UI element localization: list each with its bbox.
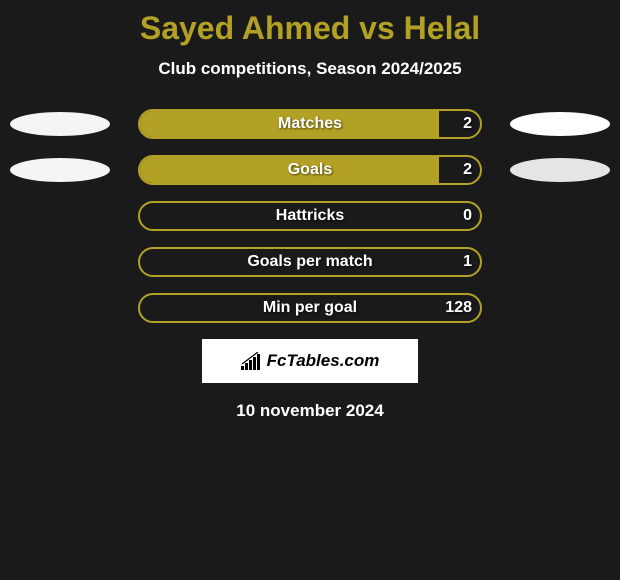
stat-row: Matches 2 (0, 109, 620, 139)
brand-box: FcTables.com (202, 339, 418, 383)
stat-label: Min per goal (263, 299, 357, 317)
stat-label: Goals (288, 161, 332, 179)
title-player1: Sayed Ahmed (140, 10, 350, 46)
stat-value: 1 (463, 253, 472, 271)
side-ellipse-left (10, 112, 110, 136)
title-vs: vs (359, 10, 395, 46)
stat-row: Min per goal 128 (0, 293, 620, 323)
stat-value: 2 (463, 161, 472, 179)
stats-container: Matches 2 Goals 2 Hattricks 0 Goals per match 1… (0, 109, 620, 323)
stat-row: Hattricks 0 (0, 201, 620, 231)
brand-text: FcTables.com (267, 351, 380, 371)
stat-value: 0 (463, 207, 472, 225)
stat-value: 128 (445, 299, 472, 317)
stat-label: Matches (278, 115, 342, 133)
stat-row: Goals per match 1 (0, 247, 620, 277)
subtitle: Club competitions, Season 2024/2025 (0, 59, 620, 79)
title-player2: Helal (404, 10, 480, 46)
chart-bars-icon (241, 352, 263, 370)
date-text: 10 november 2024 (0, 401, 620, 421)
page-title: Sayed Ahmed vs Helal (0, 0, 620, 47)
side-ellipse-right (510, 112, 610, 136)
side-ellipse-left (10, 158, 110, 182)
stat-row: Goals 2 (0, 155, 620, 185)
side-ellipse-right (510, 158, 610, 182)
stat-label: Goals per match (247, 253, 372, 271)
stat-label: Hattricks (276, 207, 344, 225)
stat-value: 2 (463, 115, 472, 133)
